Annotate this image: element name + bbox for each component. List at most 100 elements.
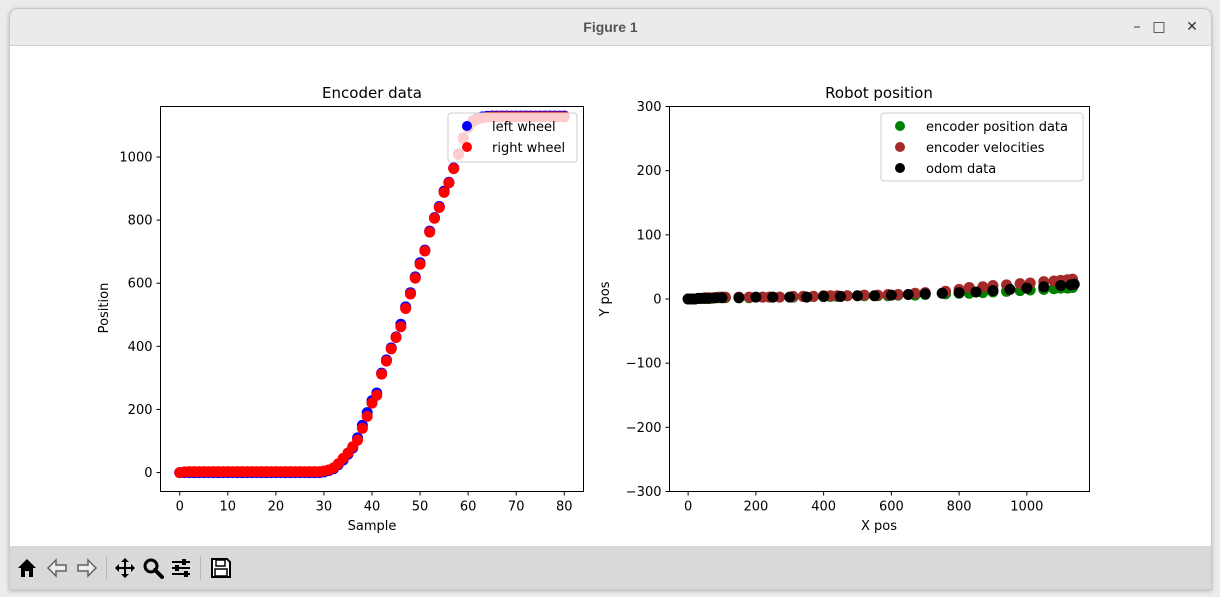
point-right-wheel [352, 434, 364, 446]
point-odom-data [1004, 283, 1016, 295]
x-tick-label: 200 [743, 500, 768, 515]
y-tick-label: −200 [626, 421, 662, 436]
point-right-wheel [448, 163, 460, 175]
legend: left wheel right wheel [447, 112, 578, 163]
point-right-wheel [419, 245, 431, 257]
legend-label-encoder-velocities: encoder velocities [926, 141, 1045, 156]
x-tick-label: 50 [412, 500, 429, 515]
x-tick-label: 400 [811, 500, 836, 515]
x-tick-label: 0 [176, 500, 184, 515]
window-title: Figure 1 [583, 19, 638, 35]
point-right-wheel [428, 212, 440, 224]
plot-canvas[interactable]: Encoder data Sample Position 0 10 20 30 40 50… [10, 46, 1211, 546]
chart-title: Encoder data [322, 84, 422, 102]
point-right-wheel [385, 343, 397, 355]
y-tick-label: 600 [128, 277, 153, 292]
y-tick-label: 800 [128, 214, 153, 229]
point-odom-data [1038, 281, 1050, 293]
maximize-icon[interactable]: □ [1152, 19, 1166, 35]
figure-svg: Encoder data Sample Position 0 10 20 30 40 50… [97, 84, 1090, 534]
y-tick-label: 0 [144, 466, 152, 481]
y-tick-label: 200 [637, 164, 662, 179]
axes-frame [160, 106, 584, 492]
x-tick-label: 70 [508, 500, 525, 515]
legend-label-right-wheel: right wheel [492, 141, 565, 156]
point-right-wheel [443, 177, 455, 189]
point-right-wheel [366, 397, 378, 409]
point-right-wheel [361, 410, 373, 422]
point-odom-data [1021, 282, 1033, 294]
point-odom-data [902, 289, 914, 301]
x-tick-label: 20 [268, 500, 285, 515]
zoom-icon[interactable] [140, 555, 166, 581]
point-odom-data [733, 292, 745, 304]
encoder-data-chart: Encoder data Sample Position 0 10 20 30 40 50… [97, 84, 584, 534]
figure-window: Figure 1 – □ ✕ Encoder data Sample Posit… [9, 8, 1212, 590]
point-odom-data [953, 287, 965, 299]
x-tick-label: 800 [947, 500, 972, 515]
point-odom-data [868, 290, 880, 302]
legend-marker-left-wheel [462, 121, 472, 131]
forward-arrow-icon[interactable] [74, 555, 100, 581]
x-tick-label: 30 [316, 500, 333, 515]
x-tick-label: 10 [220, 500, 237, 515]
subplots-config-icon[interactable] [168, 555, 194, 581]
legend: encoder position data encoder velocities… [880, 112, 1084, 182]
y-tick-label: 0 [653, 293, 661, 308]
legend-label-encoder-position: encoder position data [926, 120, 1068, 135]
point-right-wheel [395, 321, 407, 333]
legend-marker-odom [895, 163, 905, 173]
point-right-wheel [356, 422, 368, 434]
legend-marker-encoder-velocities [895, 142, 905, 152]
y-tick-label: 400 [128, 340, 153, 355]
legend-marker-right-wheel [462, 142, 472, 152]
y-tick-label: 300 [637, 100, 662, 115]
y-tick-label: 100 [637, 228, 662, 243]
point-right-wheel [433, 201, 445, 213]
axes-frame [669, 106, 1090, 492]
point-odom-data [818, 290, 830, 302]
minimize-icon[interactable]: – [1133, 19, 1141, 35]
home-icon[interactable] [14, 555, 40, 581]
point-right-wheel [414, 258, 426, 270]
x-tick-label: 0 [684, 500, 692, 515]
point-odom-data [851, 290, 863, 302]
x-tick-label: 40 [364, 500, 381, 515]
point-odom-data [835, 290, 847, 302]
data-points [174, 110, 570, 479]
point-right-wheel [424, 226, 436, 238]
back-arrow-icon[interactable] [44, 555, 70, 581]
point-right-wheel [404, 288, 416, 300]
data-points [682, 273, 1080, 305]
chart-title: Robot position [825, 84, 933, 102]
y-axis-label: Y pos [598, 281, 613, 317]
point-odom-data [987, 285, 999, 297]
point-odom-data [716, 292, 728, 304]
legend-marker-encoder-position [895, 121, 905, 131]
pan-icon[interactable] [112, 555, 138, 581]
x-axis-label: X pos [861, 519, 897, 534]
robot-position-chart: Robot position X pos Y pos 0 200 400 600 800… [598, 84, 1090, 534]
point-odom-data [970, 286, 982, 298]
point-right-wheel [376, 368, 388, 380]
save-icon[interactable] [208, 555, 234, 581]
point-right-wheel [371, 389, 383, 401]
point-right-wheel [438, 186, 450, 198]
title-bar[interactable]: Figure 1 – □ ✕ [10, 9, 1211, 46]
point-right-wheel [380, 355, 392, 367]
y-tick-label: 200 [128, 403, 153, 418]
y-tick-label: −100 [626, 357, 662, 372]
point-odom-data [784, 291, 796, 303]
legend-label-left-wheel: left wheel [492, 120, 556, 135]
x-tick-label: 1000 [1010, 500, 1043, 515]
x-tick-label: 80 [556, 500, 573, 515]
point-odom-data [885, 289, 897, 301]
y-tick-label: 1000 [119, 150, 152, 165]
close-icon[interactable]: ✕ [1186, 19, 1198, 35]
point-odom-data [936, 287, 948, 299]
point-odom-data [767, 291, 779, 303]
point-odom-data [750, 291, 762, 303]
point-right-wheel [400, 302, 412, 314]
